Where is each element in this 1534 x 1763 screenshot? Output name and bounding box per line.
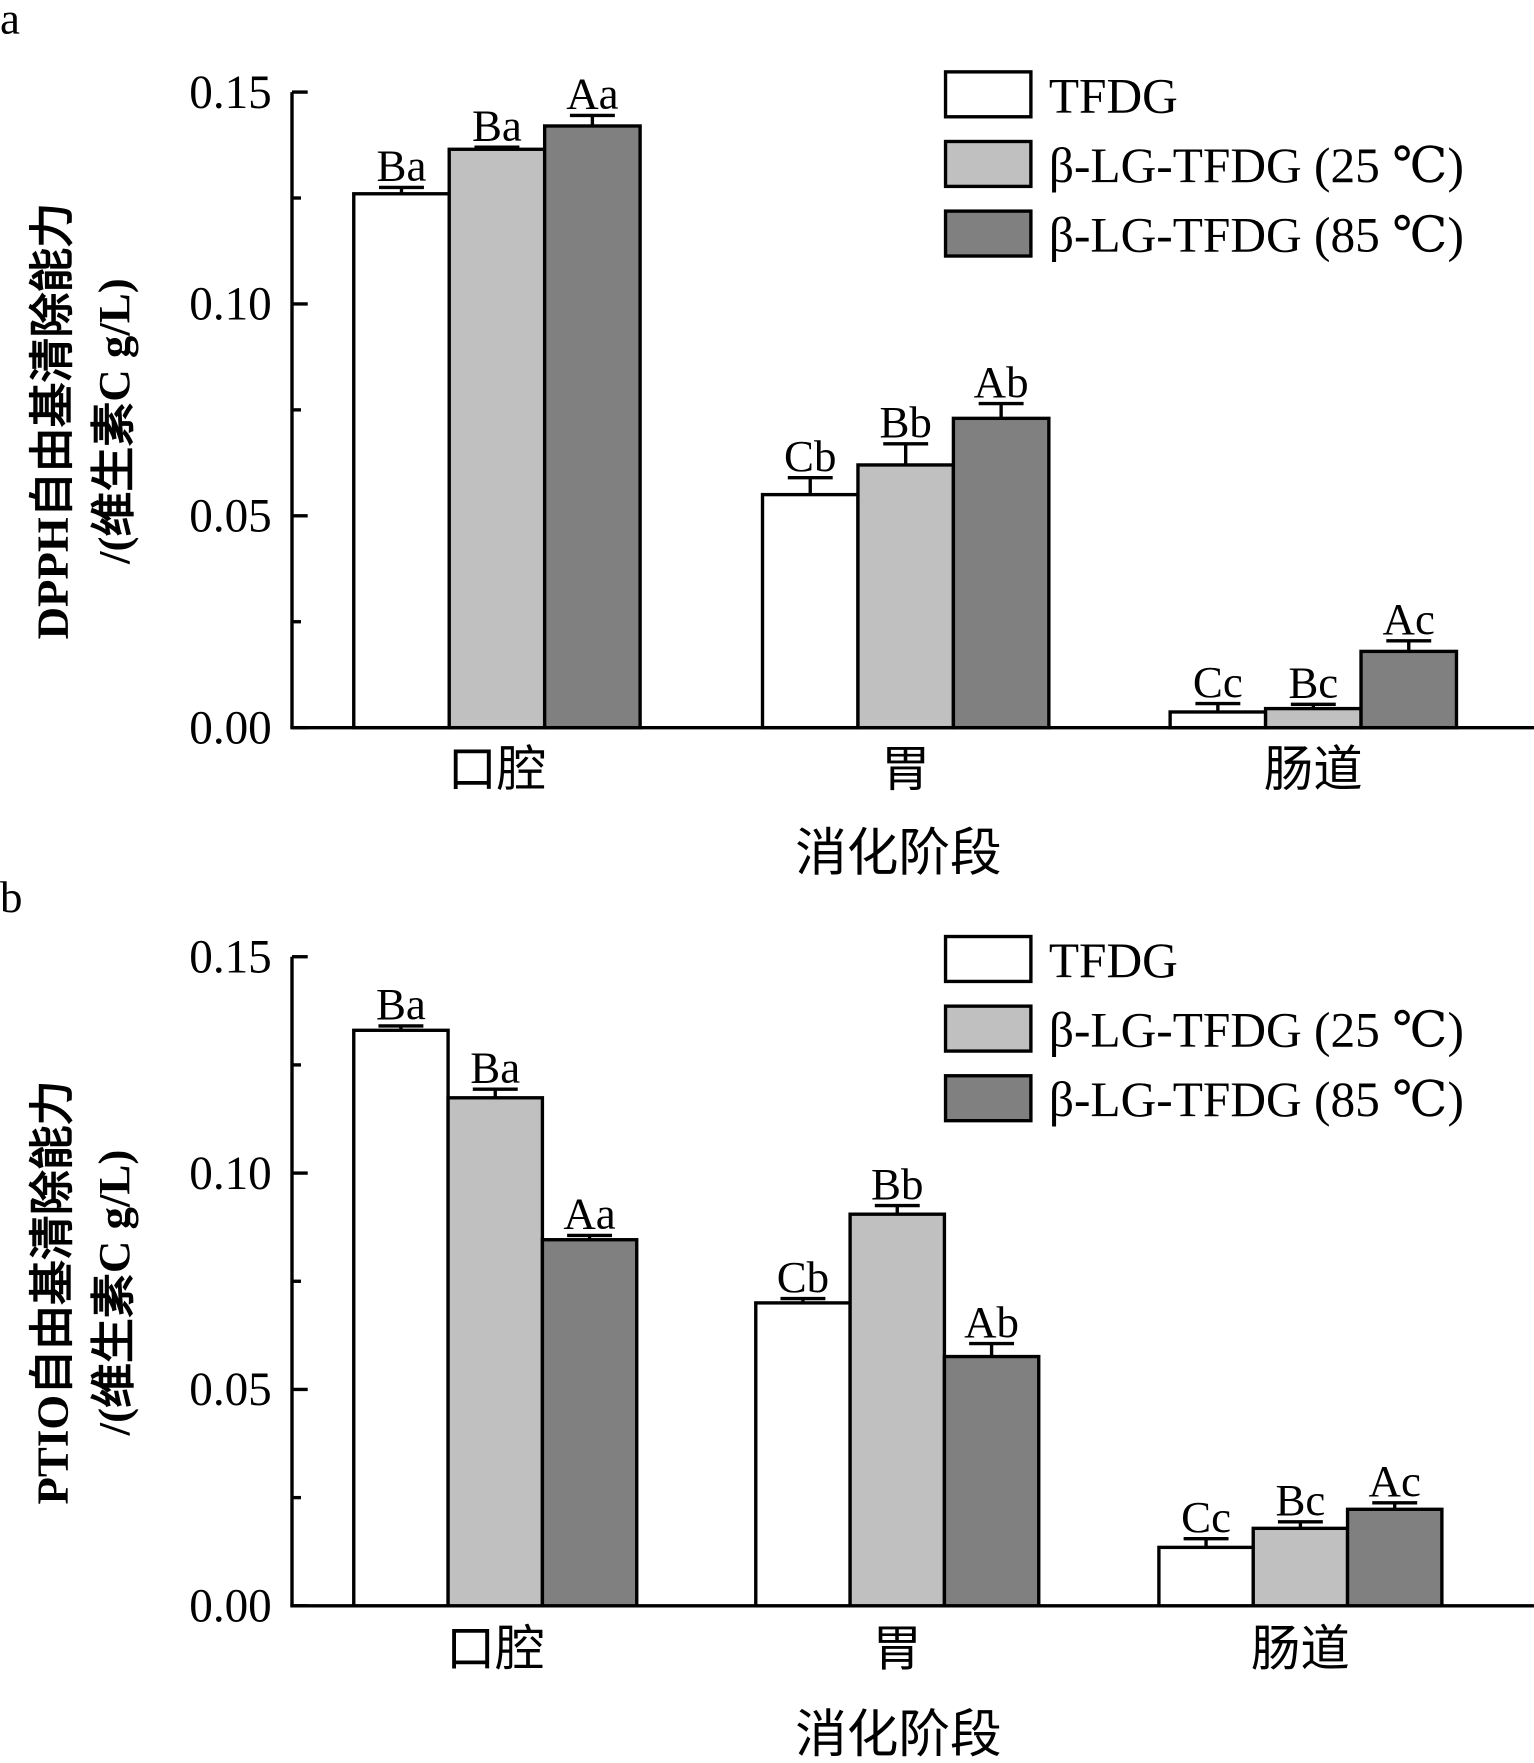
significance-label: Ab <box>974 357 1029 407</box>
bar-tfdg <box>760 492 860 730</box>
x-tick-label: 口腔 <box>448 742 547 797</box>
x-axis-title: 消化阶段 <box>795 825 1002 882</box>
legend-label: β-LG-TFDG (25 ℃) <box>1049 1003 1464 1058</box>
y-tick-label: 0.05 <box>189 491 272 543</box>
bar-blg-25c <box>856 463 956 730</box>
bar-tfdg <box>1157 1545 1255 1608</box>
x-tick-label: 口腔 <box>446 1621 545 1676</box>
x-tick-label: 胃 <box>873 1621 922 1676</box>
legend-label: TFDG <box>1049 68 1178 123</box>
bar-tfdg <box>352 192 451 730</box>
significance-label: Ba <box>472 100 522 150</box>
x-tick-label: 肠道 <box>1264 742 1363 797</box>
x-tick-label: 肠道 <box>1251 1621 1350 1676</box>
significance-label: Ac <box>1369 1456 1421 1506</box>
significance-label: Cc <box>1193 657 1243 707</box>
bar-blg-25c <box>1251 1526 1350 1608</box>
legend-swatch <box>943 70 1033 119</box>
legend: TFDG β-LG-TFDG (25 ℃) β-LG-TFDG (85 ℃) <box>943 68 1464 263</box>
legend-label: TFDG <box>1049 933 1178 988</box>
legend-swatch <box>943 1074 1033 1123</box>
y-tick-label: 0.15 <box>189 67 272 119</box>
panel-a: a 0.00 0.05 0.10 0.15 DPPH自由基清除能力/(维生素C g/L) B… <box>0 0 1534 882</box>
y-axis-title-line1: PTIO自由基清除能力 <box>27 1080 77 1504</box>
legend-swatch <box>943 934 1033 984</box>
y-tick-label: 0.00 <box>189 1581 272 1633</box>
panel-label: a <box>0 0 20 44</box>
significance-label: Bc <box>1288 658 1338 708</box>
bar-blg-85c <box>942 1354 1041 1608</box>
y-axis-title-line2: /(维生素C g/L) <box>89 278 139 565</box>
bar-blg-85c <box>1359 649 1459 730</box>
y-tick-label: 0.15 <box>189 931 272 983</box>
significance-label: Cb <box>777 1252 829 1302</box>
legend-label: β-LG-TFDG (25 ℃) <box>1049 138 1464 193</box>
significance-label: Cc <box>1181 1492 1231 1542</box>
y-axis-title-line1: DPPH自由基清除能力 <box>27 203 77 640</box>
legend-swatch <box>943 139 1033 189</box>
bar-tfdg <box>754 1301 852 1608</box>
y-tick-label: 0.05 <box>189 1364 272 1416</box>
x-axis-title: 消化阶段 <box>795 1707 1002 1763</box>
bar-blg-25c <box>1263 706 1363 730</box>
panel-label: b <box>0 872 22 922</box>
bar-blg-85c <box>542 124 642 730</box>
legend-swatch <box>943 209 1033 258</box>
y-tick-label: 0.10 <box>189 279 272 331</box>
panel-b: b 0.00 0.05 0.10 0.15 PTIO自由基清除能力/(维生素C g/L) B… <box>0 872 1534 1763</box>
significance-label: Cb <box>784 431 836 481</box>
significance-label: Ba <box>376 979 426 1029</box>
bar-tfdg <box>1168 710 1268 730</box>
significance-label: Aa <box>566 69 618 119</box>
bar-blg-25c <box>848 1212 947 1608</box>
y-tick-label: 0.00 <box>189 702 272 754</box>
significance-label: Bc <box>1275 1475 1325 1525</box>
significance-label: Bb <box>871 1159 923 1209</box>
significance-label: Ac <box>1383 594 1435 644</box>
bar-tfdg <box>352 1028 450 1608</box>
bar-blg-85c <box>540 1238 639 1608</box>
x-tick-label: 胃 <box>881 742 930 797</box>
significance-label: Aa <box>563 1189 615 1239</box>
bar-blg-85c <box>1345 1507 1444 1608</box>
legend: TFDG β-LG-TFDG (25 ℃) β-LG-TFDG (85 ℃) <box>943 933 1464 1127</box>
bar-blg-25c <box>447 147 547 730</box>
legend-label: β-LG-TFDG (85 ℃) <box>1049 208 1464 263</box>
significance-label: Ba <box>470 1042 520 1092</box>
y-axis-title-line2: /(维生素C g/L) <box>89 1150 139 1437</box>
legend-swatch <box>943 1004 1033 1053</box>
bar-blg-25c <box>446 1096 545 1608</box>
bar-blg-85c <box>951 416 1051 730</box>
significance-label: Ab <box>964 1297 1019 1347</box>
significance-label: Ba <box>377 141 427 191</box>
y-tick-label: 0.10 <box>189 1148 272 1200</box>
legend-label: β-LG-TFDG (85 ℃) <box>1049 1072 1464 1127</box>
significance-label: Bb <box>879 397 931 447</box>
